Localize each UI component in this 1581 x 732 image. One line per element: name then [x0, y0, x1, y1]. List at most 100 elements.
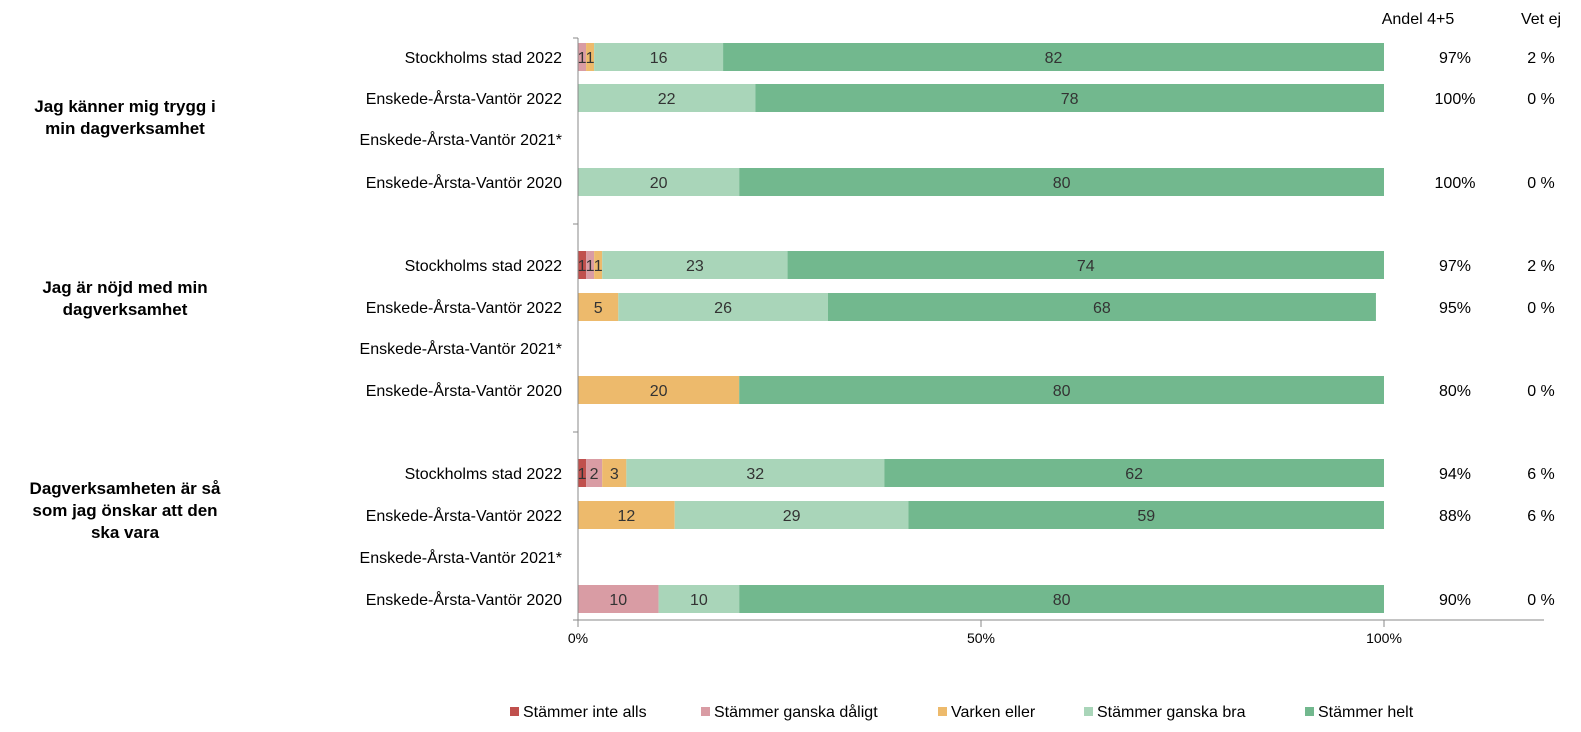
- x-tick-label: 50%: [967, 630, 995, 646]
- x-tick-label: 0%: [568, 630, 588, 646]
- data-label: 80: [1053, 592, 1071, 609]
- legend-label: Stämmer ganska bra: [1097, 704, 1246, 721]
- vetej-value: 2 %: [1527, 50, 1555, 67]
- bar-segment: [578, 251, 587, 279]
- x-tick-label: 100%: [1366, 630, 1402, 646]
- group-label-line: Jag är nöjd med min: [42, 278, 207, 297]
- bar-segment: [578, 585, 659, 613]
- legend-label: Varken eller: [951, 704, 1036, 721]
- data-label: 78: [1061, 91, 1079, 108]
- group-label: Jag känner mig trygg i min dagverksamhet: [34, 97, 215, 138]
- bar-segment: [586, 251, 595, 279]
- andel-value: 94%: [1439, 466, 1471, 483]
- bar-segment: [755, 84, 1384, 112]
- data-label: 5: [594, 300, 603, 317]
- data-label: 68: [1093, 300, 1111, 317]
- bar-segment: [787, 251, 1384, 279]
- legend-label: Stämmer ganska dåligt: [714, 703, 878, 721]
- group-label: Jag är nöjd med min dagverksamhet: [42, 278, 207, 319]
- data-label: 23: [686, 258, 704, 275]
- row-label: Stockholms stad 2022: [405, 466, 563, 483]
- bar-segment: [578, 376, 740, 404]
- row-label: Enskede-Årsta-Vantör 2020: [366, 590, 562, 609]
- legend-label: Stämmer helt: [1318, 704, 1414, 721]
- group-label-line: min dagverksamhet: [45, 119, 205, 138]
- x-axis: 0% 50% 100%: [568, 37, 1544, 646]
- andel-value: 97%: [1439, 50, 1471, 67]
- data-label: 10: [609, 592, 627, 609]
- column-headers: Andel 4+5 Vet ej: [1382, 11, 1561, 28]
- andel-value: 90%: [1439, 592, 1471, 609]
- row-label: Enskede-Årsta-Vantör 2020: [366, 381, 562, 400]
- bar-segment: [827, 293, 1376, 321]
- vetej-value: 0 %: [1527, 175, 1555, 192]
- bar-segment: [586, 459, 603, 487]
- data-label: 3: [610, 466, 619, 483]
- data-label: 22: [658, 91, 676, 108]
- vetej-header: Vet ej: [1521, 11, 1561, 28]
- bar-segment: [739, 585, 1384, 613]
- group-label-line: Jag känner mig trygg i: [34, 97, 215, 116]
- legend: Stämmer inte alls Stämmer ganska dåligt Va…: [510, 703, 1414, 721]
- row-label: Enskede-Årsta-Vantör 2021*: [360, 548, 562, 567]
- group-label-line: som jag önskar att den: [32, 501, 217, 520]
- data-label: 10: [690, 592, 708, 609]
- bar-segment: [884, 459, 1384, 487]
- legend-swatch: [510, 707, 519, 716]
- andel-value: 80%: [1439, 383, 1471, 400]
- data-label: 1: [578, 258, 587, 275]
- legend-swatch: [1084, 707, 1093, 716]
- group-label-line: ska vara: [91, 523, 160, 542]
- row-label: Enskede-Årsta-Vantör 2021*: [360, 339, 562, 358]
- vetej-value: 0 %: [1527, 383, 1555, 400]
- data-label: 12: [617, 508, 635, 525]
- data-label: 2: [590, 466, 599, 483]
- group-label-line: dagverksamhet: [63, 300, 188, 319]
- bar-segment: [578, 459, 587, 487]
- bar-segment: [739, 168, 1384, 196]
- bar-segment: [578, 293, 619, 321]
- bar-segment: [602, 459, 627, 487]
- andel-value: 95%: [1439, 300, 1471, 317]
- bar-segment: [658, 585, 740, 613]
- vetej-value: 0 %: [1527, 300, 1555, 317]
- group-label: Dagverksamheten är så som jag önskar att …: [30, 479, 221, 542]
- bar-segment: [618, 293, 828, 321]
- bar-segment: [578, 43, 587, 71]
- bar-segment: [674, 501, 909, 529]
- data-label: 29: [783, 508, 801, 525]
- andel-value: 100%: [1435, 91, 1476, 108]
- data-label: 1: [578, 50, 587, 67]
- data-label: 16: [650, 50, 668, 67]
- data-label: 1: [578, 466, 587, 483]
- data-label: 1: [586, 50, 595, 67]
- row-label: Stockholms stad 2022: [405, 258, 563, 275]
- bar-segment: [586, 43, 595, 71]
- legend-swatch: [1305, 707, 1314, 716]
- data-label: 74: [1077, 258, 1095, 275]
- bar-segment: [594, 43, 724, 71]
- vetej-value: 6 %: [1527, 466, 1555, 483]
- andel-value: 88%: [1439, 508, 1471, 525]
- data-label: 82: [1045, 50, 1063, 67]
- row-label: Enskede-Årsta-Vantör 2022: [366, 298, 562, 317]
- data-label: 20: [650, 175, 668, 192]
- vetej-value: 0 %: [1527, 91, 1555, 108]
- group-label-line: Dagverksamheten är så: [30, 479, 221, 498]
- data-label: 62: [1125, 466, 1143, 483]
- andel-header: Andel 4+5: [1382, 11, 1455, 28]
- row-label: Enskede-Årsta-Vantör 2020: [366, 173, 562, 192]
- bar-segment: [723, 43, 1384, 71]
- row-label: Stockholms stad 2022: [405, 50, 563, 67]
- data-label: 80: [1053, 383, 1071, 400]
- data-label: 80: [1053, 175, 1071, 192]
- data-label: 1: [594, 258, 603, 275]
- bar-segment: [578, 84, 756, 112]
- vetej-value: 2 %: [1527, 258, 1555, 275]
- bar-segment: [739, 376, 1384, 404]
- data-label: 59: [1137, 508, 1155, 525]
- data-label: 20: [650, 383, 668, 400]
- data-label: 26: [714, 300, 732, 317]
- bar-segment: [908, 501, 1384, 529]
